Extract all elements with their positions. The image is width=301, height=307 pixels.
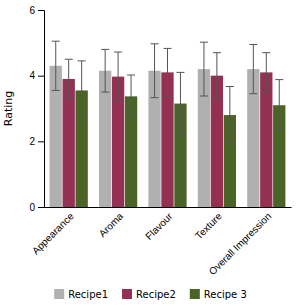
error-bar xyxy=(275,80,283,131)
tick-label: Appearance xyxy=(30,210,76,256)
tick: Texture xyxy=(193,210,224,241)
y-axis: 0 2 4 6 xyxy=(29,5,44,213)
tick-label: 2 xyxy=(29,136,35,147)
legend-swatch xyxy=(54,289,64,299)
tick-label: 4 xyxy=(29,70,35,81)
marks xyxy=(50,41,286,207)
tick-label: Texture xyxy=(193,210,224,241)
error-bar xyxy=(101,49,109,92)
error-bar xyxy=(52,41,60,90)
error-bar xyxy=(226,87,234,144)
tick-mark xyxy=(38,10,44,11)
tick-label: Aroma xyxy=(97,210,126,239)
legend-label: Recipe1 xyxy=(68,289,108,300)
tick: 4 xyxy=(29,70,44,81)
legend-label: Recipe 3 xyxy=(204,289,247,300)
tick-mark xyxy=(38,207,44,208)
tick-label: Flavour xyxy=(143,210,175,242)
x-axis: Appearance Aroma Flavour TextureOverall Imp… xyxy=(30,208,292,278)
legend: Recipe1 Recipe2 Recipe 3 xyxy=(54,289,247,300)
series xyxy=(63,48,273,207)
axis-line xyxy=(45,207,292,208)
error-bar xyxy=(262,53,270,92)
chart: 0 2 4 6 Appearance Aroma Flavour TextureOverall… xyxy=(0,0,301,307)
error-bar xyxy=(114,52,122,101)
tick-label: 6 xyxy=(29,5,35,16)
tick: Aroma xyxy=(97,210,126,239)
axis-line xyxy=(38,11,45,208)
tick: 0 xyxy=(29,202,44,213)
error-bar xyxy=(249,44,257,93)
tick: Overall Impression xyxy=(207,211,274,278)
tick-mark xyxy=(38,76,44,77)
error-bar xyxy=(164,48,172,96)
legend-label: Recipe2 xyxy=(136,289,176,300)
series xyxy=(76,61,286,207)
legend-swatch xyxy=(190,289,200,299)
legend-item: Recipe2 xyxy=(122,289,176,300)
legend-item: Recipe 3 xyxy=(190,289,247,300)
tick-label: 0 xyxy=(29,202,35,213)
tick: Flavour xyxy=(143,210,175,242)
error-bar xyxy=(176,72,184,134)
legend-item: Recipe1 xyxy=(54,289,108,300)
error-bar xyxy=(200,42,208,96)
plot: 0 2 4 6 Appearance Aroma Flavour TextureOverall… xyxy=(29,5,291,278)
tick: 2 xyxy=(29,136,44,147)
error-bar xyxy=(127,75,135,118)
error-bar xyxy=(151,44,159,98)
series xyxy=(50,41,260,207)
tick: 6 xyxy=(29,5,44,16)
error-bar xyxy=(213,53,221,99)
tick-mark xyxy=(38,141,44,142)
tick-label: Overall Impression xyxy=(207,211,274,278)
axis-title: Rating xyxy=(2,91,15,126)
tick: Appearance xyxy=(30,210,76,256)
error-bar xyxy=(78,61,86,120)
legend-swatch xyxy=(122,289,132,299)
error-bar xyxy=(65,59,73,98)
